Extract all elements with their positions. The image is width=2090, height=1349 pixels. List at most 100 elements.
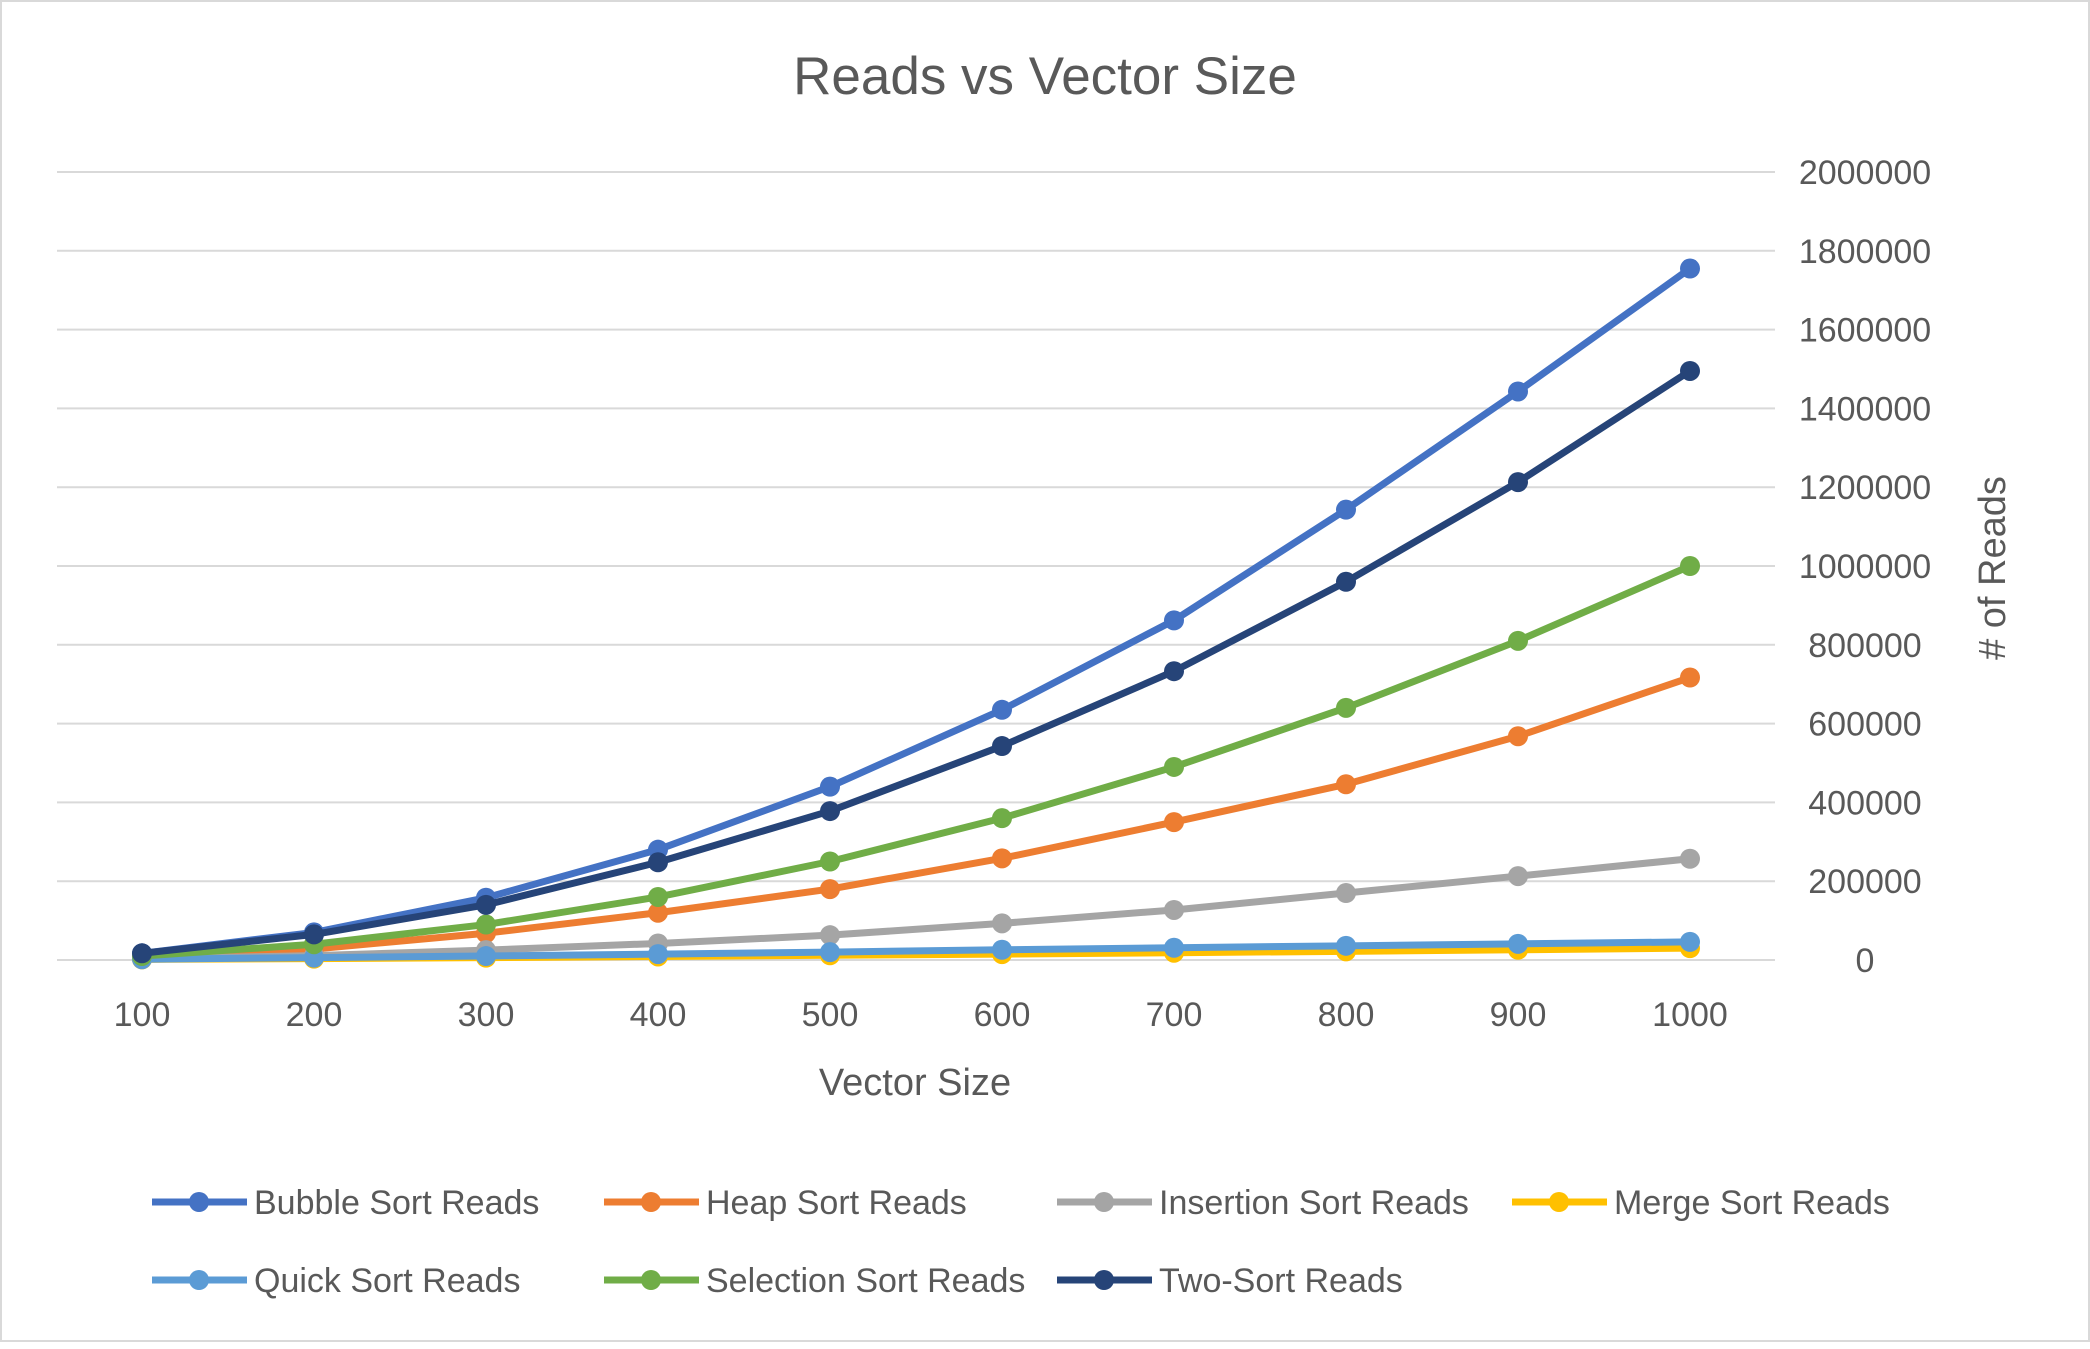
data-point [992, 699, 1012, 720]
x-tick-label: 500 [802, 996, 859, 1034]
series-line [138, 562, 1694, 960]
legend-label: Insertion Sort Reads [1159, 1184, 1469, 1222]
y-tick-label: 400000 [1808, 784, 1921, 822]
data-point [476, 946, 496, 967]
y-tick-label: 0 [1856, 942, 1875, 980]
series-two-sort-reads [132, 360, 1700, 964]
series-line [138, 265, 1694, 957]
legend-item-merge-sort-reads: Merge Sort Reads [1512, 1184, 1890, 1222]
legend-marker [641, 1192, 661, 1212]
data-point [820, 776, 840, 797]
data-point [476, 914, 496, 935]
legend-item-selection-sort-reads: Selection Sort Reads [604, 1262, 1025, 1300]
x-tick-label: 700 [1146, 996, 1203, 1034]
data-point [1680, 360, 1700, 381]
data-point [1680, 848, 1700, 869]
chart-title: Reads vs Vector Size [793, 47, 1297, 106]
y-tick-label: 1600000 [1799, 312, 1931, 350]
y-tick-label: 1400000 [1799, 390, 1931, 428]
data-point [1336, 571, 1356, 592]
series-layer [132, 258, 1700, 970]
series-line [138, 855, 1694, 963]
legend-marker [641, 1270, 661, 1290]
legend-marker [1549, 1192, 1569, 1212]
series-selection-sort-reads [132, 556, 1700, 967]
data-point [648, 902, 668, 923]
data-point [992, 808, 1012, 829]
data-point [1336, 499, 1356, 520]
data-point [992, 848, 1012, 869]
y-tick-label: 200000 [1808, 863, 1921, 901]
legend-label: Heap Sort Reads [706, 1184, 967, 1222]
gridlines [57, 171, 1775, 961]
x-tick-label: 400 [630, 996, 687, 1034]
data-point [992, 913, 1012, 934]
data-point [648, 886, 668, 907]
legend-marker [1094, 1270, 1114, 1290]
x-tick-label: 1000 [1652, 996, 1728, 1034]
y-axis-title: # of Reads [1972, 476, 2014, 660]
legend-item-quick-sort-reads: Quick Sort Reads [152, 1262, 520, 1300]
legend-label: Two-Sort Reads [1159, 1262, 1403, 1300]
legend-label: Bubble Sort Reads [254, 1184, 539, 1222]
legend: Bubble Sort Reads Heap Sort Reads Insertio… [152, 1184, 1890, 1300]
legend-item-insertion-sort-reads: Insertion Sort Reads [1057, 1184, 1469, 1222]
x-tick-label: 300 [458, 996, 515, 1034]
legend-item-heap-sort-reads: Heap Sort Reads [604, 1184, 967, 1222]
data-point [132, 943, 152, 964]
data-point [1336, 935, 1356, 956]
legend-marker [189, 1270, 209, 1290]
legend-label: Merge Sort Reads [1614, 1184, 1890, 1222]
y-tick-label: 1800000 [1799, 233, 1931, 271]
data-point [820, 925, 840, 946]
data-point [820, 801, 840, 822]
series-bubble-sort-reads [132, 258, 1700, 964]
data-point [1680, 258, 1700, 279]
series-line [138, 938, 1694, 963]
data-point [820, 942, 840, 963]
data-point [1508, 726, 1528, 747]
legend-label: Quick Sort Reads [254, 1262, 520, 1300]
data-point [1680, 667, 1700, 688]
data-point [1336, 697, 1356, 718]
data-point [820, 879, 840, 900]
legend-item-two-sort-reads: Two-Sort Reads [1057, 1262, 1403, 1300]
y-tick-label: 800000 [1808, 627, 1921, 665]
x-axis-tick-labels: 100 200 300 400 500 600 700 800 900 1000 [114, 996, 1728, 1034]
data-point [1508, 381, 1528, 402]
y-tick-label: 600000 [1808, 706, 1921, 744]
x-tick-label: 900 [1490, 996, 1547, 1034]
series-line [138, 674, 1694, 962]
x-tick-label: 200 [286, 996, 343, 1034]
data-point [992, 939, 1012, 960]
legend-marker [189, 1192, 209, 1212]
data-point [1508, 472, 1528, 493]
data-point [1508, 933, 1528, 954]
x-axis-title: Vector Size [819, 1062, 1011, 1104]
data-point [1508, 630, 1528, 651]
y-axis-tick-labels: 0 200000 400000 600000 800000 1000000 1200000 1… [1799, 154, 1931, 980]
data-point [820, 851, 840, 872]
data-point [1164, 756, 1184, 777]
data-point [992, 736, 1012, 757]
y-tick-label: 1200000 [1799, 469, 1931, 507]
data-point [648, 944, 668, 965]
data-point [1164, 661, 1184, 682]
x-tick-label: 600 [974, 996, 1031, 1034]
data-point [304, 924, 324, 945]
y-tick-label: 1000000 [1799, 548, 1931, 586]
data-point [648, 852, 668, 873]
data-point [1336, 883, 1356, 904]
series-line [138, 367, 1694, 957]
y-tick-label: 2000000 [1799, 154, 1931, 192]
data-point [476, 894, 496, 915]
legend-label: Selection Sort Reads [706, 1262, 1025, 1300]
x-tick-label: 100 [114, 996, 171, 1034]
data-point [1164, 899, 1184, 920]
data-point [1164, 937, 1184, 958]
data-point [1680, 931, 1700, 952]
legend-marker [1094, 1192, 1114, 1212]
data-point [1164, 610, 1184, 631]
